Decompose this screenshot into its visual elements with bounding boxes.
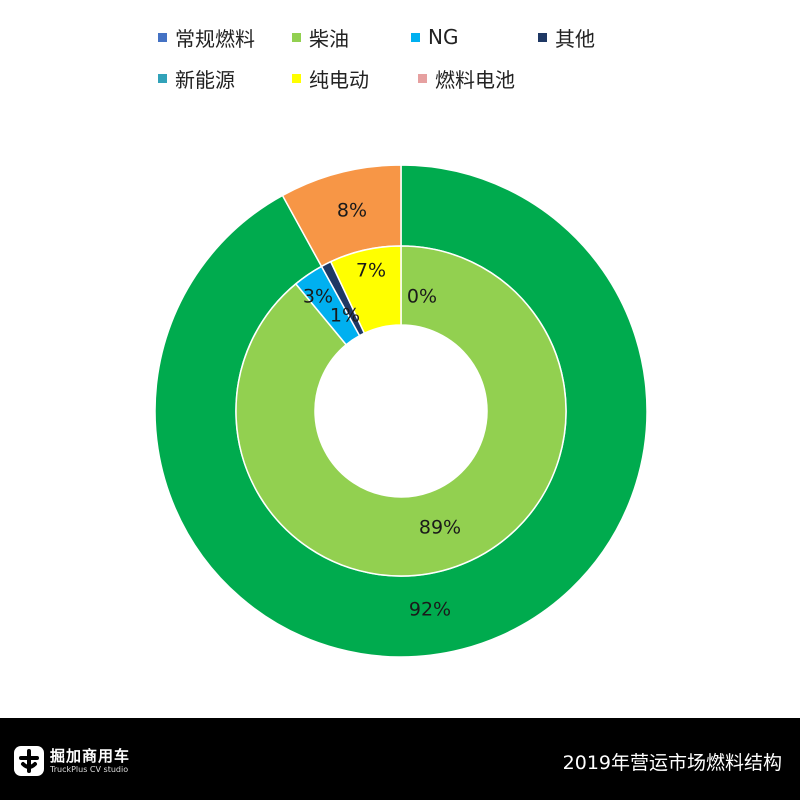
chart-title: 2019年营运市场燃料结构 xyxy=(562,752,782,774)
data-label: 0% xyxy=(407,286,437,308)
data-label: 92% xyxy=(409,599,451,621)
chart-legend: 常规燃料 柴油 NG 其他新能源 纯电动 燃料电池 xyxy=(0,0,800,110)
legend-marker-icon xyxy=(158,73,167,83)
donut-chart: 92% 8% 89% 3%1% 7% 0% xyxy=(154,164,648,658)
data-label: 1% xyxy=(330,305,360,327)
data-label: 7% xyxy=(356,260,386,282)
legend-item[interactable]: 新能源 xyxy=(158,63,235,93)
brand-name-en: TruckPlus CV studio xyxy=(50,764,129,774)
brand-name-cn: 掘加商用车 xyxy=(50,746,131,765)
truckplus-logo-icon xyxy=(14,746,44,776)
legend-marker-icon xyxy=(158,32,167,42)
legend-item[interactable]: 燃料电池 xyxy=(418,63,515,93)
legend-item[interactable]: 常规燃料 xyxy=(158,22,255,52)
legend-label: 燃料电池 xyxy=(435,67,515,92)
data-label: 8% xyxy=(337,200,367,222)
donut-slice-inner[interactable] xyxy=(235,245,567,577)
legend-label: 常规燃料 xyxy=(175,26,255,51)
legend-label: NG xyxy=(428,25,459,49)
footer-bar: 掘加商用车 TruckPlus CV studio 2019年营运市场燃料结构 xyxy=(0,718,800,800)
brand-logo: 掘加商用车 TruckPlus CV studio xyxy=(14,746,130,776)
legend-marker-icon xyxy=(292,32,301,42)
legend-marker-icon xyxy=(411,32,420,42)
legend-label: 新能源 xyxy=(175,67,235,92)
data-label: 3% xyxy=(303,286,333,308)
legend-item[interactable]: 其他 xyxy=(538,22,595,52)
legend-item[interactable]: 纯电动 xyxy=(292,63,369,93)
legend-label: 柴油 xyxy=(309,26,349,51)
legend-marker-icon xyxy=(292,73,301,83)
data-label: 89% xyxy=(419,517,461,539)
legend-label: 纯电动 xyxy=(309,67,369,92)
legend-item[interactable]: NG xyxy=(411,22,458,52)
legend-marker-icon xyxy=(418,73,427,83)
donut-slice-inner[interactable] xyxy=(329,245,402,335)
legend-label: 其他 xyxy=(555,26,595,51)
legend-item[interactable]: 柴油 xyxy=(292,22,349,52)
legend-marker-icon xyxy=(538,32,547,42)
